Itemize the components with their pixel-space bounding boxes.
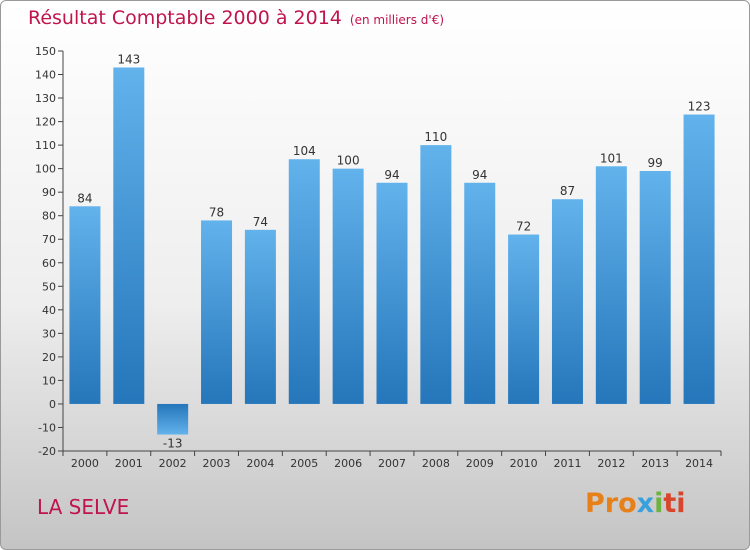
x-tick-label: 2005	[290, 457, 318, 470]
x-tick-label: 2009	[466, 457, 494, 470]
bar	[244, 229, 276, 404]
x-tick-label: 2007	[378, 457, 406, 470]
data-label: 99	[648, 156, 663, 170]
y-tick-label: 90	[42, 186, 56, 199]
bar	[376, 182, 408, 404]
logo-part-4: ti	[663, 488, 686, 519]
y-tick-label: 70	[42, 233, 56, 246]
x-tick-label: 2010	[510, 457, 538, 470]
bar	[639, 171, 671, 404]
x-tick-label: 2002	[159, 457, 187, 470]
axes: -20 -10 0 10 20 30 40 50 60 70 80 90 100 110 120 130 140…	[35, 45, 722, 470]
data-label: 72	[516, 220, 531, 234]
x-tick-label: 2008	[422, 457, 450, 470]
y-tick-label: 120	[35, 116, 56, 129]
y-tick-label: 140	[35, 69, 56, 82]
bar	[551, 199, 583, 404]
data-label: 110	[424, 130, 447, 144]
bar	[288, 159, 320, 404]
data-label: 100	[337, 154, 360, 168]
data-label: 143	[117, 52, 140, 66]
bar	[69, 206, 101, 404]
y-tick-label: 110	[35, 139, 56, 152]
y-tick-label: 30	[42, 327, 56, 340]
logo-part-3: i	[654, 488, 664, 519]
x-tick-label: 2001	[115, 457, 143, 470]
data-label: 78	[209, 205, 224, 219]
bar	[201, 220, 233, 404]
y-tick-label: 40	[42, 304, 56, 317]
y-tick-label: 80	[42, 210, 56, 223]
bar	[683, 114, 715, 404]
data-label: 74	[253, 215, 268, 229]
bar	[595, 166, 627, 404]
y-tick-label: 130	[35, 92, 56, 105]
y-tick-label: 60	[42, 257, 56, 270]
x-tick-label: 2004	[246, 457, 274, 470]
data-label: 94	[384, 168, 399, 182]
x-tick-label: 2000	[71, 457, 99, 470]
bars	[69, 67, 715, 435]
y-tick-label: 10	[42, 374, 56, 387]
bar	[157, 403, 189, 435]
y-tick-label: 100	[35, 163, 56, 176]
data-label: 94	[472, 168, 487, 182]
x-tick-label: 2011	[553, 457, 581, 470]
bar	[113, 67, 145, 404]
x-tick-label: 2014	[685, 457, 713, 470]
chart-subtitle: (en milliers d'€)	[349, 13, 445, 27]
proxiti-logo: Proxiti	[585, 488, 686, 519]
bar	[464, 182, 496, 404]
y-tick-label: -20	[38, 445, 56, 458]
data-label: -13	[163, 437, 183, 451]
x-tick-label: 2006	[334, 457, 362, 470]
x-tick-label: 2013	[641, 457, 669, 470]
x-tick-label: 2003	[203, 457, 231, 470]
data-labels: 84 143 -13 78 74 104 100 94 110 94 72 87 101 99 123	[77, 52, 710, 450]
logo-part-1: Pro	[585, 488, 637, 519]
y-tick-label: 150	[35, 45, 56, 58]
commune-name: LA SELVE	[37, 495, 130, 519]
data-label: 84	[77, 191, 92, 205]
title-text: Résultat Comptable 2000 à 2014	[28, 7, 342, 29]
data-label: 101	[600, 151, 623, 165]
bar	[332, 168, 364, 404]
x-tick-label: 2012	[597, 457, 625, 470]
data-label: 87	[560, 184, 575, 198]
logo-part-2: x	[636, 488, 655, 519]
y-tick-label: 20	[42, 351, 56, 364]
data-label: 104	[293, 144, 316, 158]
data-label: 123	[688, 100, 711, 114]
bar	[420, 145, 452, 404]
chart-title: Résultat Comptable 2000 à 2014 (en millie…	[28, 7, 444, 29]
y-tick-label: 0	[49, 398, 56, 411]
y-tick-label: -10	[38, 421, 56, 434]
y-tick-label: 50	[42, 280, 56, 293]
bar	[508, 234, 540, 404]
